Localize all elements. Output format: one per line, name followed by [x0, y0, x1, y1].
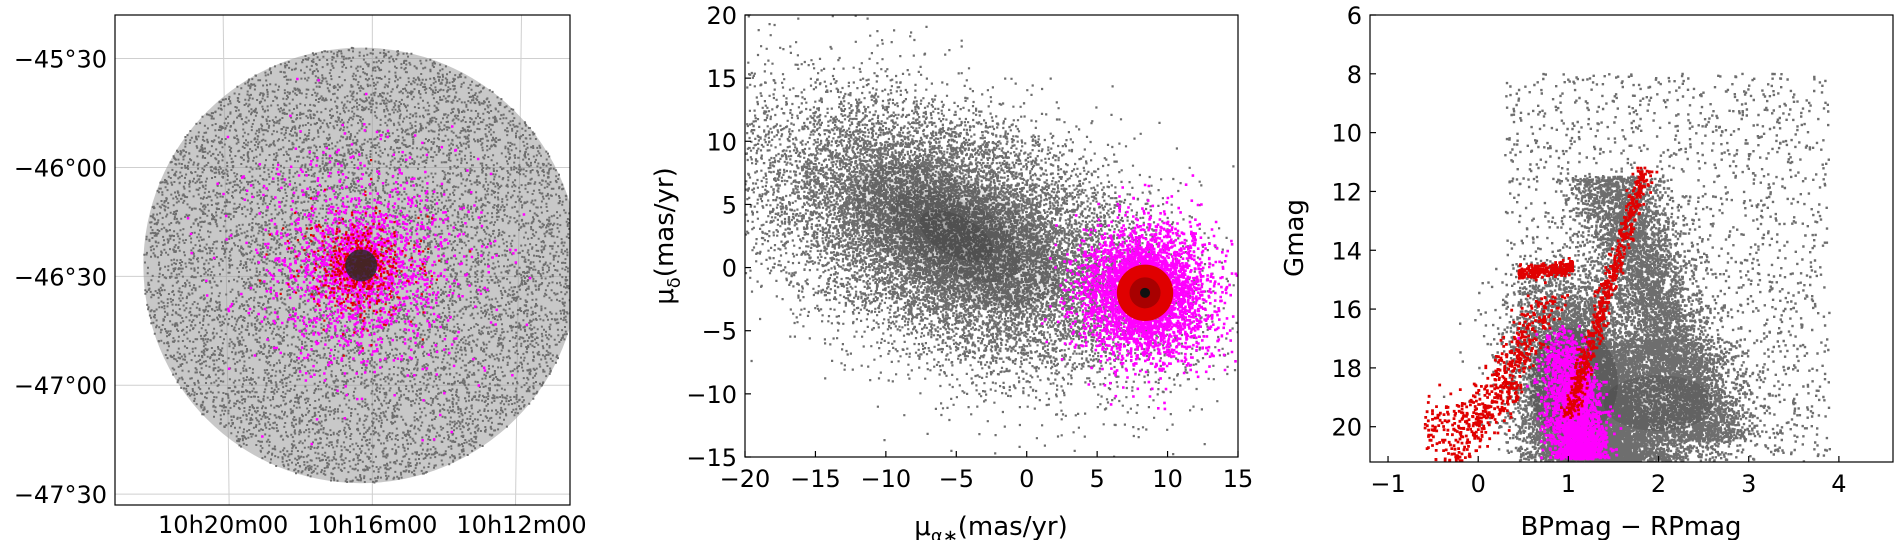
pm-selected-points [1041, 174, 1238, 411]
sky-y-tick-label: −47°30 [14, 481, 107, 509]
cmd-x-tick-label: 0 [1471, 470, 1486, 498]
sky-x-tick-label: 10h12m00 [456, 511, 586, 539]
pm-y-tick-label: −5 [702, 318, 737, 346]
pm-x-tick-label: 5 [1090, 465, 1105, 493]
cmd-field-dots [1442, 72, 1831, 462]
pm-x-tick-label: −15 [790, 465, 841, 493]
sky-frame [114, 14, 571, 506]
pm-member-peak [1140, 287, 1151, 298]
cmd-x-tick-label: 1 [1561, 470, 1576, 498]
pm-x-tick-label: −10 [861, 465, 912, 493]
sky-panel: −45°30 −46°00 −46°30 −47°00 −47°30 10h20m00 10… [14, 14, 587, 539]
pm-x-axis-label: μα∗(mas/yr) [914, 512, 1067, 540]
cmd-frame [1369, 14, 1894, 463]
pm-y-axis-label: μδ(mas/yr) [650, 167, 685, 305]
cmd-x-axis-label: BPmag − RPmag [1520, 512, 1741, 540]
pm-y-tick-label: −10 [686, 381, 737, 409]
cmd-y-tick-label: 10 [1331, 120, 1362, 148]
cmd-y-tick-label: 20 [1331, 414, 1362, 442]
pm-field-density [890, 189, 1023, 283]
cmd-y-axis-label: Gmag [1280, 199, 1310, 277]
pm-y-tick-label: 5 [722, 191, 737, 219]
pm-y-tick-label: 10 [706, 128, 737, 156]
pm-x-tick-label: 10 [1152, 465, 1183, 493]
cmd-field-density [1603, 375, 1714, 432]
pm-x-tick-label: 0 [1019, 465, 1034, 493]
sky-field-dots [143, 46, 570, 484]
cmd-x-tick-label: −1 [1370, 470, 1405, 498]
cmd-y-tick-label: 18 [1331, 355, 1362, 383]
cmd-y-tick-label: 6 [1347, 2, 1362, 30]
pm-field-density [919, 210, 993, 262]
sky-y-tick-label: −46°30 [14, 263, 107, 291]
sky-y-tick-label: −47°00 [14, 372, 107, 400]
sky-y-tick-label: −46°00 [14, 154, 107, 182]
pm-y-tick-label: 0 [722, 255, 737, 283]
sky-x-tick-label: 10h16m00 [307, 511, 437, 539]
pm-x-tick-label: −20 [720, 465, 771, 493]
sky-y-tick-label: −45°30 [14, 46, 107, 74]
cmd-y-tick-label: 14 [1331, 237, 1362, 265]
pm-y-tick-label: −15 [686, 444, 737, 472]
cmd-y-tick-label: 12 [1331, 178, 1362, 206]
pm-member-points [1116, 264, 1174, 322]
sky-x-tick-label: 10h20m00 [158, 511, 288, 539]
pm-field-density [853, 163, 1059, 309]
pm-field-points [745, 15, 1238, 457]
cmd-y-tick-label: 8 [1347, 61, 1362, 89]
pm-y-tick-label: 15 [706, 65, 737, 93]
sky-member-points [258, 159, 472, 357]
cmd-x-tick-label: 3 [1741, 470, 1756, 498]
cmd-y-tick-label: 16 [1331, 296, 1362, 324]
pm-field-dots [745, 15, 1238, 457]
sky-ticks: −45°30 −46°00 −46°30 −47°00 −47°30 10h20m00 10… [14, 46, 587, 539]
sky-cluster-core [345, 249, 378, 282]
pm-y-tick-label: 20 [706, 2, 737, 30]
cmd-x-tick-label: 2 [1651, 470, 1666, 498]
pm-selected-dots [1041, 174, 1238, 411]
pm-frame [744, 14, 1239, 458]
pm-x-tick-label: −5 [939, 465, 974, 493]
pm-x-tick-label: 15 [1223, 465, 1254, 493]
cmd-x-tick-label: 4 [1831, 470, 1846, 498]
